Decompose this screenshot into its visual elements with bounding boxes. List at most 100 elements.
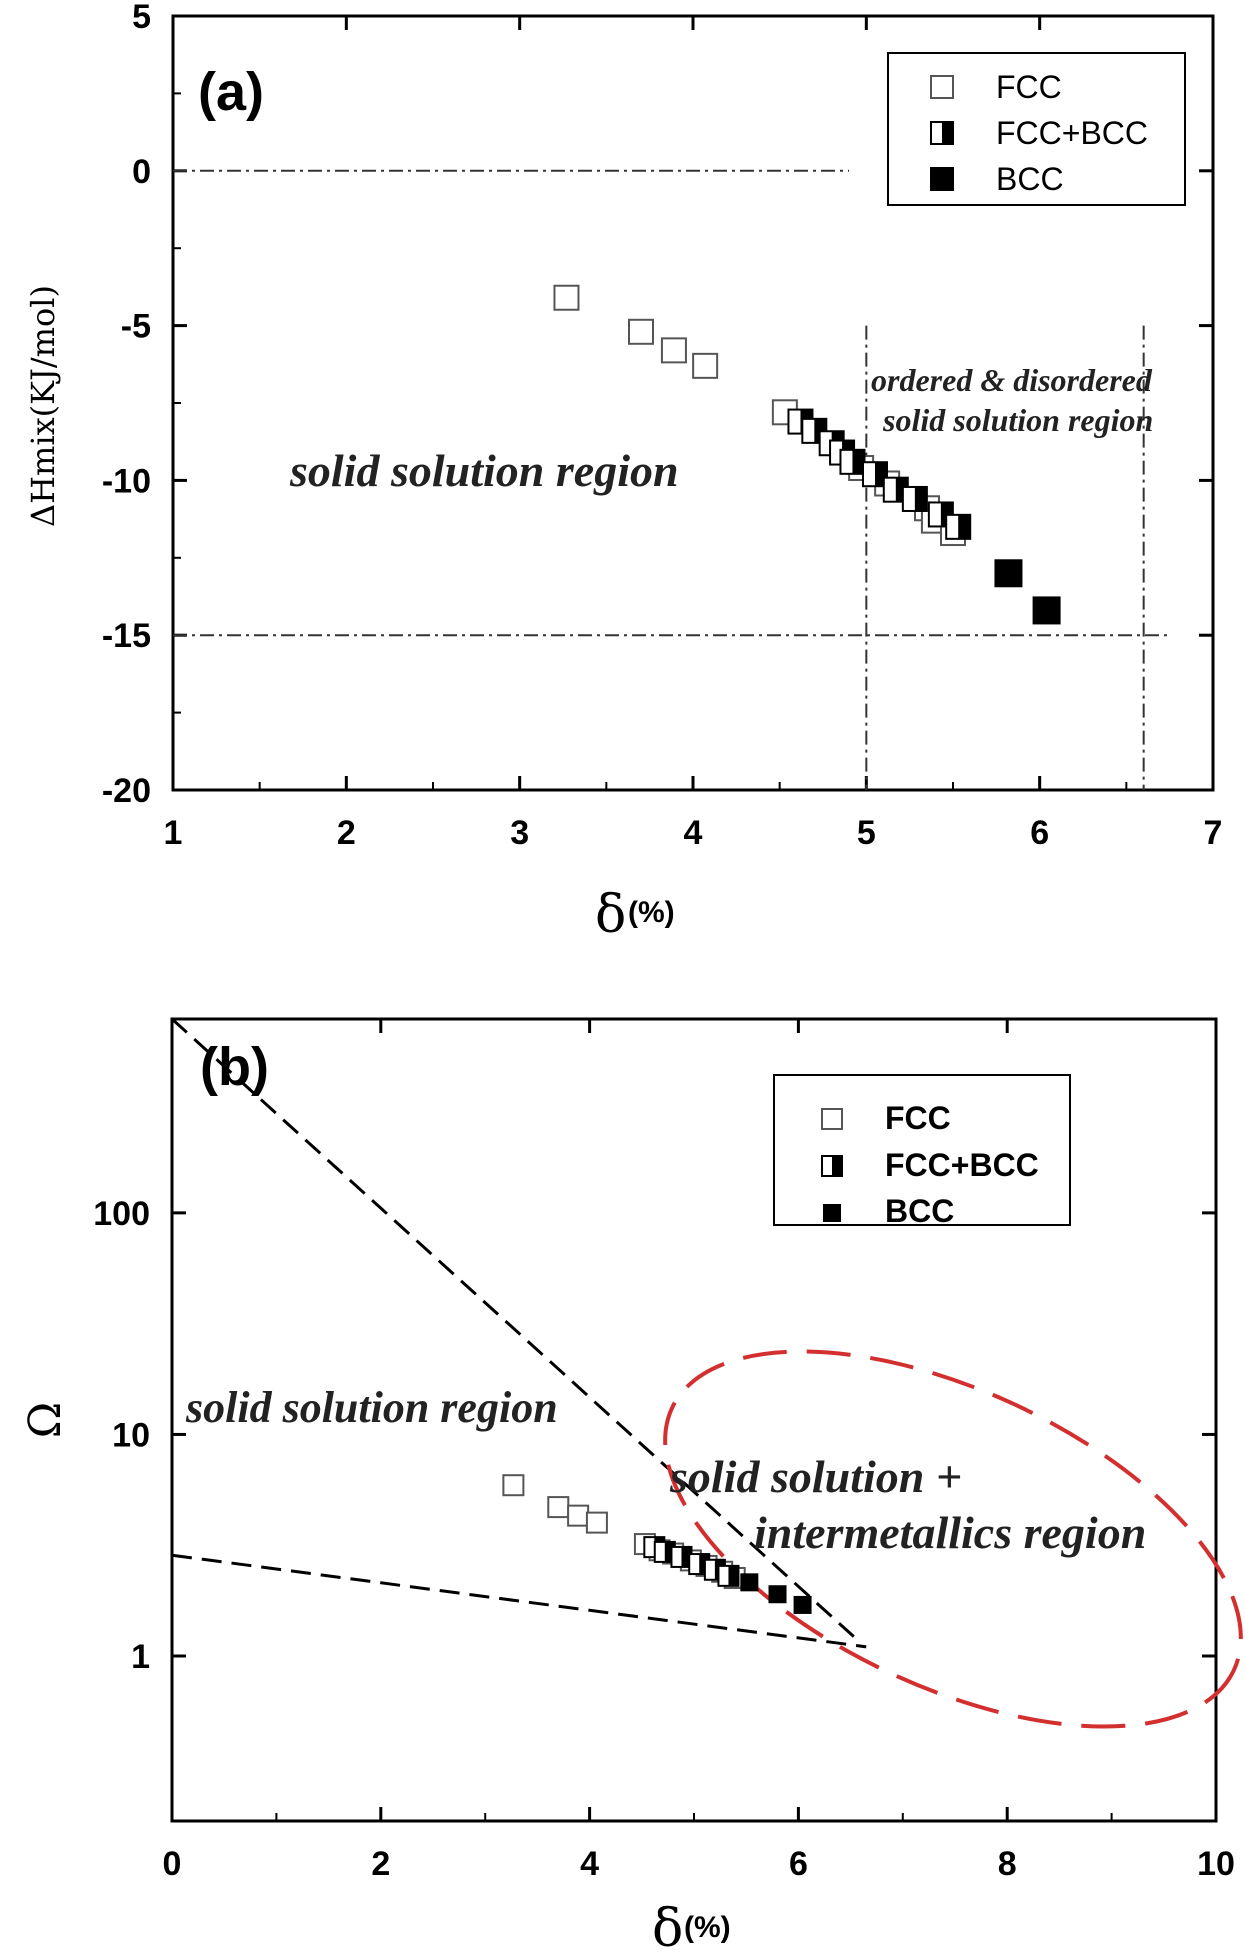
x-axis-title-b: δ: [652, 1899, 683, 1952]
legend-marker-shape-a: [930, 121, 954, 145]
legend-label-fcc-bcc-b: FCC+BCC: [885, 1147, 1039, 1183]
y-tick-label-a: 0: [132, 153, 151, 191]
axis-ticks-b: [170, 1019, 1218, 1821]
y-tick-labels-b: 100 10 1: [93, 1195, 150, 1676]
legend-marker-shape-b-fill: [832, 1156, 842, 1176]
data-point-bcc-b-shape: [740, 1573, 759, 1592]
data-point-fcc-b-shape: [585, 1511, 608, 1534]
panel-a: 1 2 3 4 5 6 7 5 0 -5 -10 -15 -20 (a) solid solution…: [24, 0, 1222, 945]
x-tick-label-a: 7: [1204, 814, 1223, 852]
region-label-intermetallics: intermetallics region: [754, 1507, 1146, 1558]
data-point-fcc-a: [628, 318, 654, 345]
data-point-fcc-bcc-a: [839, 448, 866, 475]
x-tick-labels-a: 1 2 3 4 5 6 7: [164, 814, 1223, 852]
intermetallics-ellipse: [663, 1349, 1243, 1729]
legend-b: FCC FCC+BCC BCC: [773, 1074, 1071, 1229]
x-tick-label-a: 3: [510, 814, 529, 852]
legend-marker-shape-b-shape: [823, 1204, 841, 1222]
data-point-fcc-bcc-b: [717, 1564, 740, 1587]
y-axis-title-a: ΔHmix(KJ/mol): [24, 285, 62, 527]
data-point-fcc-b: [567, 1504, 590, 1527]
y-tick-label-a: -20: [102, 772, 151, 810]
axis-ticks-a: [171, 14, 1215, 792]
data-point-bcc-b: [740, 1573, 759, 1592]
y-tick-label-a: 5: [132, 0, 151, 36]
y-tick-label-b: 100: [93, 1195, 150, 1233]
y-tick-label-b: 1: [131, 1638, 150, 1676]
region-label-ordered-disordered-line2: solid solution region: [882, 402, 1153, 438]
data-point-fcc-bcc-a-fill: [958, 514, 971, 539]
data-point-fcc-b-shape: [567, 1504, 590, 1527]
y-tick-label-a: -5: [121, 308, 151, 346]
panel-label-b: (b): [200, 1037, 269, 1097]
region-label-ordered-disordered: ordered & disordered: [871, 362, 1153, 398]
data-point-fcc-a-shape: [553, 284, 580, 311]
reference-lines-a: [173, 169, 1170, 790]
legend-label-fcc-bcc-a: FCC+BCC: [996, 115, 1148, 151]
x-tick-labels-b: 0 2 4 6 8 10: [163, 1845, 1235, 1883]
data-point-bcc-a-shape: [1032, 596, 1061, 625]
legend-label-fcc-b: FCC: [885, 1100, 951, 1136]
x-tick-label-b: 2: [371, 1845, 390, 1883]
y-tick-label-a: -10: [102, 462, 151, 500]
data-point-bcc-b-shape: [768, 1585, 787, 1604]
legend-marker-fcc-bcc-b: [821, 1155, 843, 1177]
data-point-fcc-bcc-a: [945, 513, 972, 540]
x-axis-title-a: δ: [595, 885, 626, 945]
x-tick-label-b: 8: [998, 1845, 1017, 1883]
legend-box-b: [773, 1074, 1071, 1226]
legend-marker-shape-a: [930, 75, 954, 99]
x-tick-label-a: 6: [1030, 814, 1049, 852]
data-point-bcc-b: [793, 1595, 812, 1614]
legend-marker-fcc-bcc-a: [930, 121, 954, 145]
data-point-fcc-b: [547, 1496, 570, 1519]
boundary-lines-b: [170, 1017, 867, 1649]
data-point-fcc-b: [502, 1474, 525, 1497]
boundary-line-2: [171, 1553, 867, 1649]
x-tick-label-a: 1: [164, 814, 183, 852]
x-tick-label-a: 2: [337, 814, 356, 852]
y-tick-label-a: -15: [102, 617, 151, 655]
data-point-fcc-a: [553, 284, 580, 311]
legend-a: FCC FCC+BCC BCC: [887, 52, 1186, 206]
data-point-fcc-bcc-b-fill: [681, 1546, 692, 1567]
data-point-fcc-bcc-b-fill: [664, 1541, 675, 1562]
data-point-fcc-a-shape: [660, 337, 687, 364]
legend-label-fcc-a: FCC: [996, 69, 1062, 105]
region-label-solid-solution-a: solid solution region: [289, 445, 679, 496]
data-point-bcc-a: [1032, 596, 1061, 625]
data-point-bcc-a-shape: [994, 559, 1023, 588]
legend-marker-shape-b: [821, 1108, 843, 1130]
y-tick-labels-a: 5 0 -5 -10 -15 -20: [102, 0, 151, 810]
data-point-bcc-a: [994, 559, 1023, 588]
x-tick-label-b: 4: [580, 1845, 599, 1883]
legend-marker-shape-b-shape: [821, 1108, 843, 1130]
panel-b: 0 2 4 6 8 10 100 10 1 (b) solid solution region…: [20, 1017, 1243, 1952]
x-axis-unit-a: (%): [628, 896, 675, 929]
x-tick-label-a: 4: [684, 814, 703, 852]
boundary-line-1: [170, 1017, 857, 1640]
x-tick-label-b: 10: [1197, 1845, 1235, 1883]
data-point-bcc-b: [768, 1585, 787, 1604]
legend-marker-shape-a: [930, 167, 954, 191]
data-point-fcc-a-shape: [692, 352, 719, 379]
data-point-fcc-a-shape: [628, 318, 654, 345]
region-label-solid-solution-plus: solid solution +: [669, 1451, 962, 1502]
legend-marker-fcc-a: [930, 75, 954, 99]
data-point-fcc-a: [692, 352, 719, 379]
data-point-fcc-bcc-a: [901, 485, 928, 512]
x-axis-unit-b: (%): [684, 1911, 731, 1944]
x-tick-label-a: 5: [857, 814, 876, 852]
legend-marker-shape-a-shape: [930, 167, 954, 191]
data-points-a: [553, 284, 1061, 625]
data-point-fcc-b-shape: [502, 1474, 525, 1497]
legend-marker-shape-a-fill: [942, 122, 953, 144]
data-point-fcc-a: [660, 337, 687, 364]
data-points-b: [502, 1474, 812, 1614]
data-point-fcc-bcc-b-fill: [728, 1565, 739, 1586]
data-point-bcc-b-shape: [793, 1595, 812, 1614]
x-tick-label-b: 0: [163, 1845, 182, 1883]
y-axis-title-b: Ω: [20, 1402, 71, 1438]
data-point-fcc-b-shape: [547, 1496, 570, 1519]
